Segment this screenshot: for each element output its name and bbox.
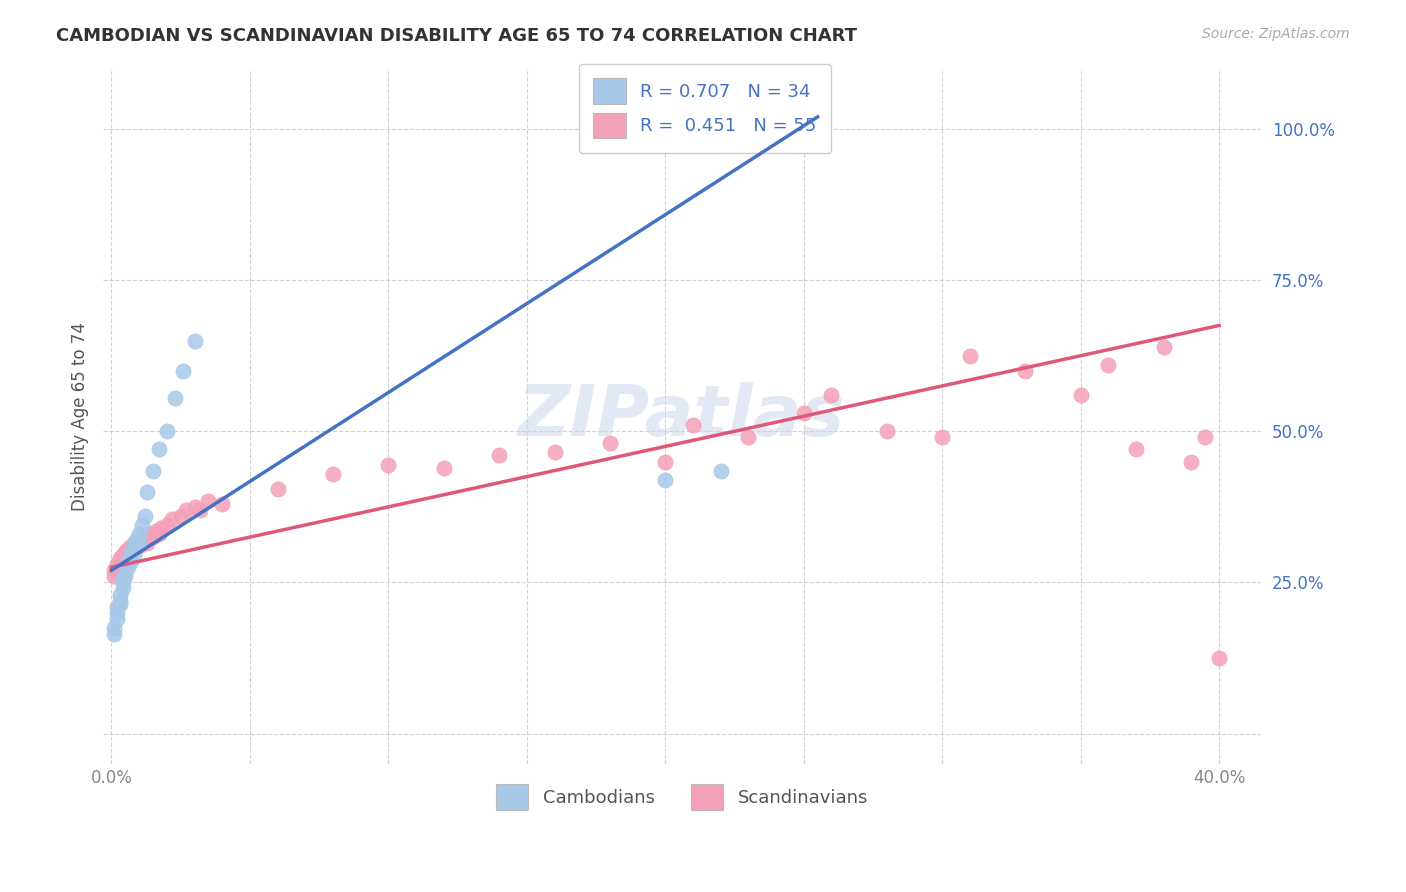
Point <box>108 551 131 566</box>
Point <box>174 503 197 517</box>
Point <box>1153 340 1175 354</box>
Point <box>1125 442 1147 457</box>
Point <box>122 542 145 557</box>
Point <box>148 527 170 541</box>
Point <box>183 500 205 514</box>
Point <box>108 588 131 602</box>
Point <box>103 627 125 641</box>
Point <box>111 548 134 562</box>
Point <box>125 533 148 548</box>
Point <box>737 430 759 444</box>
Point <box>125 539 148 553</box>
Point <box>599 436 621 450</box>
Point <box>211 497 233 511</box>
Text: CAMBODIAN VS SCANDINAVIAN DISABILITY AGE 65 TO 74 CORRELATION CHART: CAMBODIAN VS SCANDINAVIAN DISABILITY AGE… <box>56 27 858 45</box>
Point <box>120 545 142 559</box>
Point <box>654 473 676 487</box>
Point <box>682 418 704 433</box>
Point <box>103 621 125 635</box>
Point <box>488 449 510 463</box>
Point <box>111 554 134 568</box>
Point <box>1070 388 1092 402</box>
Point <box>142 530 165 544</box>
Point <box>125 536 148 550</box>
Point <box>197 493 219 508</box>
Point <box>322 467 344 481</box>
Point <box>114 545 136 559</box>
Point <box>156 425 179 439</box>
Point <box>128 539 150 553</box>
Point <box>108 560 131 574</box>
Point <box>117 542 139 557</box>
Point <box>117 548 139 562</box>
Point <box>156 518 179 533</box>
Point <box>128 536 150 550</box>
Point <box>111 582 134 596</box>
Y-axis label: Disability Age 65 to 74: Disability Age 65 to 74 <box>72 322 89 510</box>
Point <box>120 539 142 553</box>
Point <box>134 508 156 523</box>
Point <box>136 536 159 550</box>
Point <box>148 442 170 457</box>
Point <box>145 524 167 538</box>
Point <box>1180 454 1202 468</box>
Point <box>105 566 128 581</box>
Point <box>710 464 733 478</box>
Point <box>654 454 676 468</box>
Point <box>117 560 139 574</box>
Point <box>128 527 150 541</box>
Point <box>103 569 125 583</box>
Point <box>1208 651 1230 665</box>
Point <box>114 569 136 583</box>
Point <box>876 425 898 439</box>
Point <box>172 364 194 378</box>
Point <box>188 503 211 517</box>
Point <box>183 334 205 348</box>
Point <box>108 597 131 611</box>
Point <box>820 388 842 402</box>
Point <box>117 554 139 568</box>
Point <box>134 530 156 544</box>
Point <box>433 460 456 475</box>
Legend: Cambodians, Scandinavians: Cambodians, Scandinavians <box>481 770 883 824</box>
Point <box>793 406 815 420</box>
Point <box>1014 364 1036 378</box>
Point <box>543 445 565 459</box>
Point <box>377 458 399 472</box>
Point <box>122 536 145 550</box>
Point <box>105 599 128 614</box>
Point <box>105 612 128 626</box>
Point <box>122 548 145 562</box>
Point <box>139 527 162 541</box>
Point <box>108 593 131 607</box>
Point <box>150 521 173 535</box>
Point <box>114 566 136 581</box>
Point <box>120 554 142 568</box>
Point <box>136 484 159 499</box>
Point <box>266 482 288 496</box>
Point <box>114 551 136 566</box>
Text: Source: ZipAtlas.com: Source: ZipAtlas.com <box>1202 27 1350 41</box>
Point <box>131 533 153 548</box>
Point <box>169 508 191 523</box>
Point <box>105 558 128 572</box>
Point <box>111 573 134 587</box>
Point <box>111 575 134 590</box>
Point <box>162 512 184 526</box>
Point <box>142 464 165 478</box>
Point <box>931 430 953 444</box>
Point <box>131 518 153 533</box>
Point <box>165 391 187 405</box>
Point <box>1194 430 1216 444</box>
Point <box>959 349 981 363</box>
Point <box>1097 358 1119 372</box>
Point <box>103 563 125 577</box>
Point <box>105 606 128 620</box>
Text: ZIPatlas: ZIPatlas <box>519 382 845 450</box>
